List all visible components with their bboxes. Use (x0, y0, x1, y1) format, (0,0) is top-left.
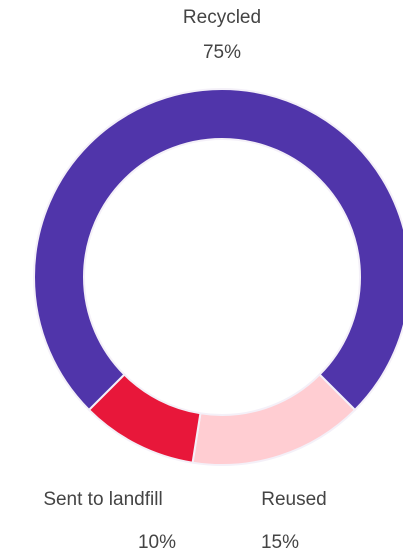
donut-slice (191, 373, 357, 466)
donut-slice (87, 373, 202, 464)
donut-slice (33, 88, 403, 412)
slice-label: Reused (261, 489, 327, 510)
slice-label: Recycled (183, 7, 261, 28)
slice-value-label: 10% (138, 532, 176, 553)
slice-value-label: 75% (203, 42, 241, 63)
slice-label: Sent to landfill (43, 489, 162, 510)
slice-value-label: 15% (261, 532, 299, 553)
